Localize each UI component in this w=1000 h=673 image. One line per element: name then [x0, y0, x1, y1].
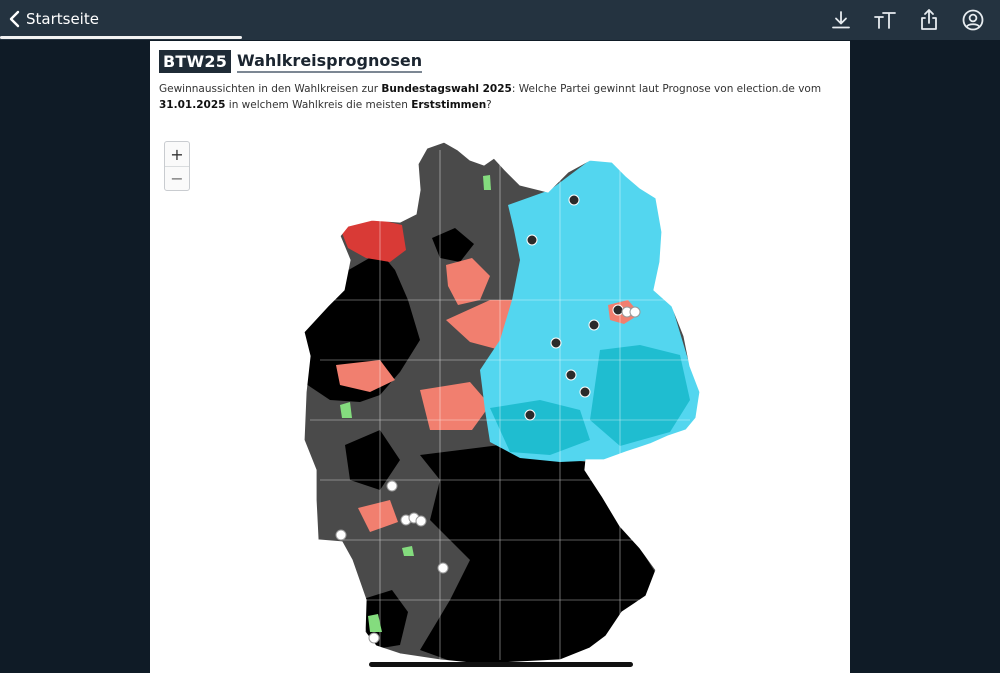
marker-dark[interactable] [565, 369, 577, 381]
map-region-afd-strong-saxony[interactable] [590, 345, 690, 446]
account-icon [962, 9, 984, 31]
marker-light[interactable] [415, 515, 427, 527]
article-description: Gewinnaussichten in den Wahlkreisen zur … [159, 81, 839, 113]
map-region-union-north-2[interactable] [345, 430, 400, 490]
marker-light[interactable] [386, 480, 398, 492]
back-label: Startseite [26, 10, 99, 28]
desc-text-2: : Welche Partei gewinnt laut Prognose vo… [511, 83, 822, 95]
zoom-out-button[interactable]: − [165, 166, 189, 190]
map-region-spd-lean-1[interactable] [446, 258, 490, 305]
marker-light[interactable] [629, 306, 641, 318]
map-region-green-koeln[interactable] [340, 402, 352, 418]
map-region-spd-ostfriesland[interactable] [340, 218, 406, 262]
marker-dark[interactable] [524, 409, 536, 421]
map-region-green-kiel[interactable] [483, 175, 491, 190]
marker-dark[interactable] [526, 234, 538, 246]
map-region-spd-lean-5[interactable] [358, 500, 398, 532]
zoom-in-button[interactable]: + [170, 144, 184, 164]
share-button[interactable] [914, 5, 944, 35]
marker-dark[interactable] [568, 194, 580, 206]
download-icon [832, 11, 850, 29]
marker-dark[interactable] [588, 319, 600, 331]
top-navigation-bar: Startseite [0, 0, 1000, 40]
election-badge: BTW25 [159, 50, 232, 73]
account-button[interactable] [958, 5, 988, 35]
marker-dark[interactable] [550, 337, 562, 349]
text-size-button[interactable] [870, 5, 900, 35]
map-region-green-karlsruhe[interactable] [402, 546, 414, 556]
share-icon [921, 9, 937, 30]
map-region-spd-lean-3[interactable] [420, 382, 490, 430]
map-region-union-south[interactable] [420, 445, 660, 668]
marker-dark[interactable] [612, 304, 624, 316]
desc-text-3: in welchem Wahlkreis die meisten [225, 99, 412, 111]
marker-light[interactable] [437, 562, 449, 574]
marker-light[interactable] [368, 632, 380, 644]
map-region-union-north-1[interactable] [432, 228, 474, 262]
chevron-left-icon [9, 10, 20, 28]
reading-progress-bar [0, 36, 242, 39]
text-size-icon [874, 12, 896, 29]
constituency-borders [310, 150, 690, 660]
desc-bold-election: Bundestagswahl 2025 [381, 83, 512, 95]
map-zoom-control: + − [164, 141, 190, 191]
back-button[interactable]: Startseite [8, 6, 99, 32]
desc-text-1: Gewinnaussichten in den Wahlkreisen zur [159, 83, 382, 95]
article-card: BTW25 Wahlkreisprognosen Gewinnaussichte… [150, 41, 850, 673]
page-title: Wahlkreisprognosen [237, 51, 423, 73]
marker-dark[interactable] [579, 386, 591, 398]
map-region-green-freiburg[interactable] [368, 614, 382, 632]
map-region-afd-strong-thuringia[interactable] [490, 400, 590, 455]
article-header: BTW25 Wahlkreisprognosen [159, 50, 423, 73]
desc-bold-date: 31.01.2025 [159, 99, 226, 111]
desc-text-4: ? [486, 99, 492, 111]
map-markers [335, 194, 641, 644]
germany-constituency-map[interactable] [150, 41, 850, 673]
home-indicator [369, 662, 633, 667]
marker-light[interactable] [335, 529, 347, 541]
download-button[interactable] [826, 5, 856, 35]
desc-bold-erststimmen: Erststimmen [411, 99, 487, 111]
